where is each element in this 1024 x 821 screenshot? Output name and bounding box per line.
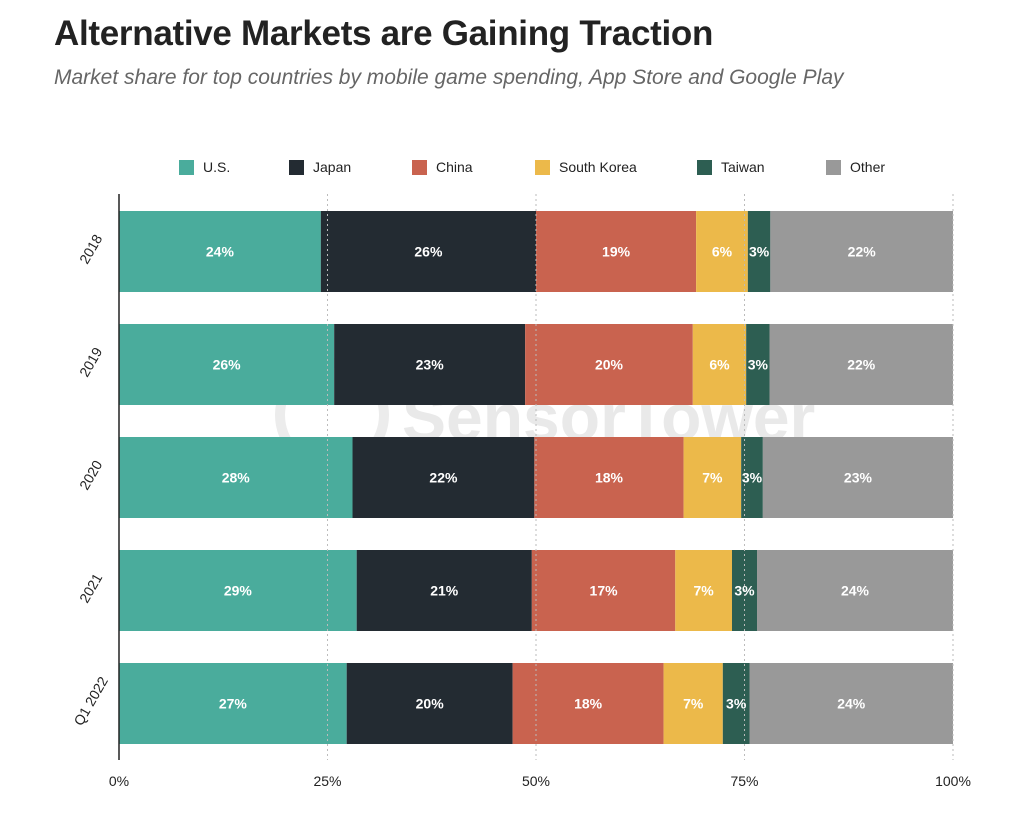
bar-segment-2019-south-korea — [692, 324, 747, 405]
data-label: 7% — [694, 583, 715, 599]
data-label: 22% — [429, 470, 458, 486]
category-label: 2018 — [76, 231, 106, 266]
data-label: 24% — [206, 244, 235, 260]
category-label: 2021 — [76, 570, 106, 605]
x-tick-label: 100% — [935, 773, 971, 789]
bar-segment-2020-south-korea — [683, 437, 742, 518]
bar-segment-2021-china — [531, 550, 676, 631]
x-tick-label: 25% — [313, 773, 341, 789]
bar-segment-2020-taiwan — [741, 437, 763, 518]
bar-segment-2019-other — [769, 324, 953, 405]
bar-segment-2019-u-s — [119, 324, 335, 405]
category-label: Q1 2022 — [70, 674, 111, 729]
bar-segment-2018-u-s — [119, 211, 321, 292]
bar-labels-group: 24% 26% 19% 6% 3% 22% 26% 23% 20% 6% 3% 22% 28% 22% 18… — [206, 244, 876, 712]
data-label: 22% — [848, 244, 877, 260]
data-label: 3% — [749, 244, 770, 260]
x-tick-label: 0% — [109, 773, 129, 789]
data-label: 23% — [844, 470, 873, 486]
data-label: 26% — [213, 357, 242, 373]
bar-segment-q1-2022-other — [749, 663, 953, 744]
data-label: 3% — [742, 470, 763, 486]
data-label: 28% — [222, 470, 251, 486]
data-label: 3% — [748, 357, 769, 373]
legend-swatch — [535, 159, 550, 175]
legend-label: China — [436, 159, 473, 175]
bar-segment-2020-other — [762, 437, 953, 518]
legend-item-u-s: U.S. — [179, 156, 230, 178]
bar-segment-q1-2022-south-korea — [663, 663, 723, 744]
data-label: 29% — [224, 583, 253, 599]
x-tick-label: 75% — [730, 773, 758, 789]
legend-label: Taiwan — [721, 159, 765, 175]
data-label: 7% — [702, 470, 723, 486]
bar-segment-2020-japan — [352, 437, 535, 518]
bar-segment-2020-u-s — [119, 437, 353, 518]
bar-segment-q1-2022-china — [512, 663, 664, 744]
bar-segment-2021-japan — [356, 550, 532, 631]
data-label: 6% — [709, 357, 730, 373]
chart-title: Alternative Markets are Gaining Traction — [54, 14, 714, 53]
data-label: 3% — [726, 696, 747, 712]
legend-item-china: China — [412, 156, 473, 178]
chart-legend: U.S. Japan China South Korea Taiwan Other — [0, 156, 1024, 178]
legend-label: Other — [850, 159, 886, 175]
data-label: 7% — [683, 696, 704, 712]
bar-segment-2019-taiwan — [746, 324, 770, 405]
bar-segment-2020-china — [534, 437, 684, 518]
bar-segment-q1-2022-japan — [346, 663, 513, 744]
legend-item-other: Other — [826, 156, 885, 178]
legend-swatch — [412, 159, 427, 175]
data-label: 6% — [712, 244, 733, 260]
data-label: 26% — [414, 244, 443, 260]
category-label: 2020 — [76, 457, 106, 492]
bar-segment-2018-south-korea — [696, 211, 748, 292]
data-label: 24% — [841, 583, 870, 599]
bars-group — [119, 211, 953, 744]
bar-segment-2021-u-s — [119, 550, 357, 631]
data-label: 22% — [847, 357, 876, 373]
data-label: 21% — [430, 583, 459, 599]
legend-swatch — [289, 159, 304, 175]
legend-label: U.S. — [203, 159, 231, 175]
data-label: 18% — [595, 470, 624, 486]
legend-swatch — [179, 159, 194, 175]
legend-label: Japan — [313, 159, 352, 175]
data-label: 20% — [595, 357, 624, 373]
legend-item-south-korea: South Korea — [535, 156, 637, 178]
category-label: 2019 — [76, 344, 106, 379]
data-label: 3% — [734, 583, 755, 599]
chart-subtitle: Market share for top countries by mobile… — [54, 66, 844, 89]
bar-segment-2018-other — [770, 211, 953, 292]
data-label: 18% — [574, 696, 603, 712]
data-label: 20% — [416, 696, 445, 712]
data-label: 24% — [837, 696, 866, 712]
bar-segment-2019-china — [525, 324, 693, 405]
bar-segment-2021-other — [757, 550, 953, 631]
bar-segment-q1-2022-taiwan — [722, 663, 750, 744]
x-tick-label: 50% — [522, 773, 550, 789]
legend-swatch — [826, 159, 841, 175]
legend-item-taiwan: Taiwan — [697, 156, 765, 178]
legend-swatch — [697, 159, 712, 175]
data-label: 17% — [590, 583, 619, 599]
data-label: 27% — [219, 696, 248, 712]
data-label: 23% — [416, 357, 445, 373]
bar-segment-2019-japan — [334, 324, 526, 405]
bar-segment-2021-south-korea — [675, 550, 732, 631]
bar-segment-q1-2022-u-s — [119, 663, 347, 744]
bar-segment-2018-china — [536, 211, 697, 292]
data-label: 19% — [602, 244, 631, 260]
bar-segment-2018-japan — [320, 211, 536, 292]
bar-segment-2018-taiwan — [747, 211, 771, 292]
legend-item-japan: Japan — [289, 156, 351, 178]
legend-label: South Korea — [559, 159, 637, 175]
